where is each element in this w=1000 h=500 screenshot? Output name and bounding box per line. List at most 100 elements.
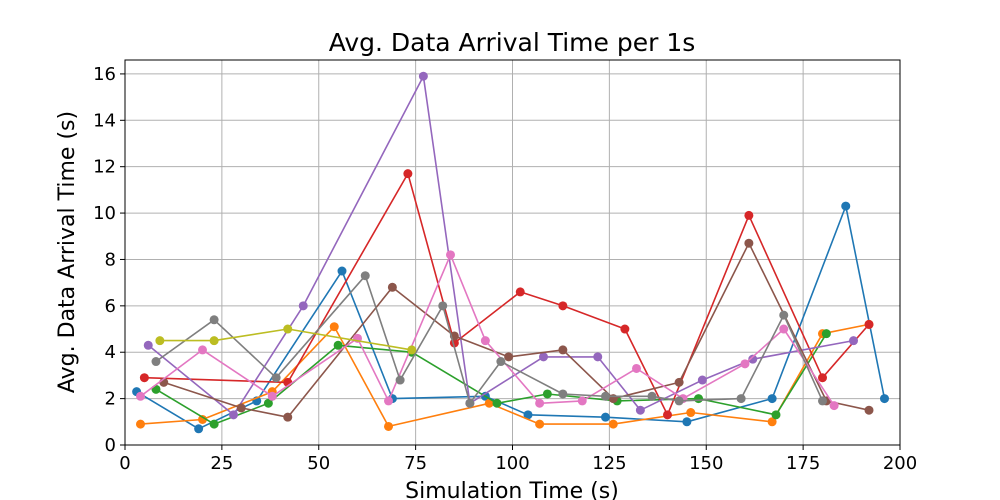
data-point bbox=[395, 375, 405, 385]
data-point bbox=[818, 373, 827, 383]
data-point bbox=[601, 412, 610, 422]
data-point bbox=[271, 373, 281, 383]
data-point bbox=[329, 322, 339, 332]
y-axis-label: Avg. Data Arrival Time (s) bbox=[55, 111, 80, 393]
data-point bbox=[384, 396, 393, 406]
series-3 bbox=[151, 329, 831, 429]
data-point bbox=[407, 345, 417, 355]
data-point bbox=[535, 398, 545, 408]
data-point bbox=[682, 417, 692, 427]
data-point bbox=[767, 417, 777, 427]
data-point bbox=[674, 377, 684, 387]
data-point bbox=[492, 398, 502, 408]
data-point bbox=[198, 414, 207, 424]
data-point bbox=[608, 419, 618, 429]
data-point bbox=[143, 340, 153, 350]
x-tick-label: 75 bbox=[404, 453, 427, 474]
series-line bbox=[136, 205, 886, 430]
x-tick-label: 200 bbox=[883, 453, 917, 474]
data-point bbox=[864, 405, 874, 415]
data-point bbox=[558, 345, 568, 355]
data-point bbox=[418, 71, 428, 81]
data-point bbox=[384, 421, 393, 431]
y-tick-label: 2 bbox=[105, 389, 116, 410]
data-point bbox=[620, 324, 630, 334]
x-tick-label: 0 bbox=[119, 453, 130, 474]
data-point bbox=[767, 394, 777, 404]
x-tick-label: 50 bbox=[307, 453, 330, 474]
data-point bbox=[496, 357, 506, 367]
x-tick-label: 25 bbox=[210, 453, 233, 474]
series-line bbox=[140, 254, 835, 407]
series-2 bbox=[136, 319, 874, 431]
data-point bbox=[337, 266, 347, 276]
data-point bbox=[263, 398, 273, 408]
data-point bbox=[841, 201, 851, 211]
y-tick-label: 16 bbox=[93, 64, 116, 85]
data-point bbox=[446, 250, 455, 260]
data-point bbox=[403, 169, 413, 179]
data-point bbox=[694, 394, 703, 404]
data-point bbox=[635, 405, 645, 415]
data-point bbox=[601, 391, 610, 401]
data-point bbox=[542, 389, 552, 399]
data-point bbox=[209, 315, 219, 325]
y-tick-label: 0 bbox=[105, 435, 116, 456]
data-point bbox=[748, 354, 758, 364]
series-6 bbox=[159, 238, 874, 422]
data-point bbox=[515, 287, 525, 297]
data-point bbox=[577, 396, 587, 406]
data-point bbox=[333, 340, 343, 350]
data-point bbox=[632, 363, 641, 373]
x-tick-label: 100 bbox=[495, 453, 529, 474]
data-point bbox=[736, 394, 746, 404]
data-point bbox=[267, 391, 277, 401]
series-8 bbox=[151, 271, 827, 408]
data-point bbox=[864, 319, 874, 329]
data-point bbox=[663, 410, 672, 420]
data-point bbox=[593, 352, 603, 362]
y-tick-label: 8 bbox=[105, 249, 116, 270]
data-point bbox=[674, 396, 684, 406]
series-group bbox=[132, 71, 889, 434]
data-point bbox=[229, 410, 238, 420]
data-point bbox=[686, 408, 696, 418]
data-point bbox=[779, 324, 789, 334]
data-point bbox=[744, 238, 754, 248]
data-point bbox=[194, 424, 204, 434]
series-4 bbox=[139, 169, 874, 420]
series-line bbox=[144, 172, 870, 416]
data-point bbox=[740, 359, 750, 369]
data-point bbox=[744, 210, 754, 220]
data-point bbox=[647, 391, 657, 401]
grid bbox=[124, 60, 901, 446]
data-point bbox=[198, 345, 207, 355]
data-point bbox=[771, 410, 781, 420]
data-point bbox=[539, 352, 548, 362]
data-point bbox=[209, 336, 219, 346]
data-point bbox=[608, 394, 618, 404]
x-tick-label: 125 bbox=[592, 453, 626, 474]
data-point bbox=[136, 419, 145, 429]
y-tick-label: 6 bbox=[105, 296, 116, 317]
data-point bbox=[484, 398, 494, 408]
ticks: 0 25 50 75 100 125 150 175 200 0 2 4 6 8 10 12 14 16 bbox=[93, 64, 917, 474]
data-point bbox=[283, 324, 293, 334]
series-line bbox=[163, 242, 870, 419]
data-point bbox=[849, 336, 858, 346]
data-point bbox=[504, 352, 514, 362]
data-point bbox=[697, 375, 707, 385]
series-line bbox=[159, 328, 412, 351]
data-point bbox=[821, 329, 831, 339]
data-point bbox=[465, 398, 475, 408]
data-point bbox=[209, 419, 219, 429]
data-point bbox=[523, 410, 533, 420]
data-point bbox=[387, 282, 397, 292]
y-tick-label: 10 bbox=[93, 203, 116, 224]
data-point bbox=[480, 336, 490, 346]
data-point bbox=[283, 412, 293, 422]
data-point bbox=[151, 357, 161, 367]
data-point bbox=[558, 301, 568, 311]
data-point bbox=[818, 396, 827, 406]
